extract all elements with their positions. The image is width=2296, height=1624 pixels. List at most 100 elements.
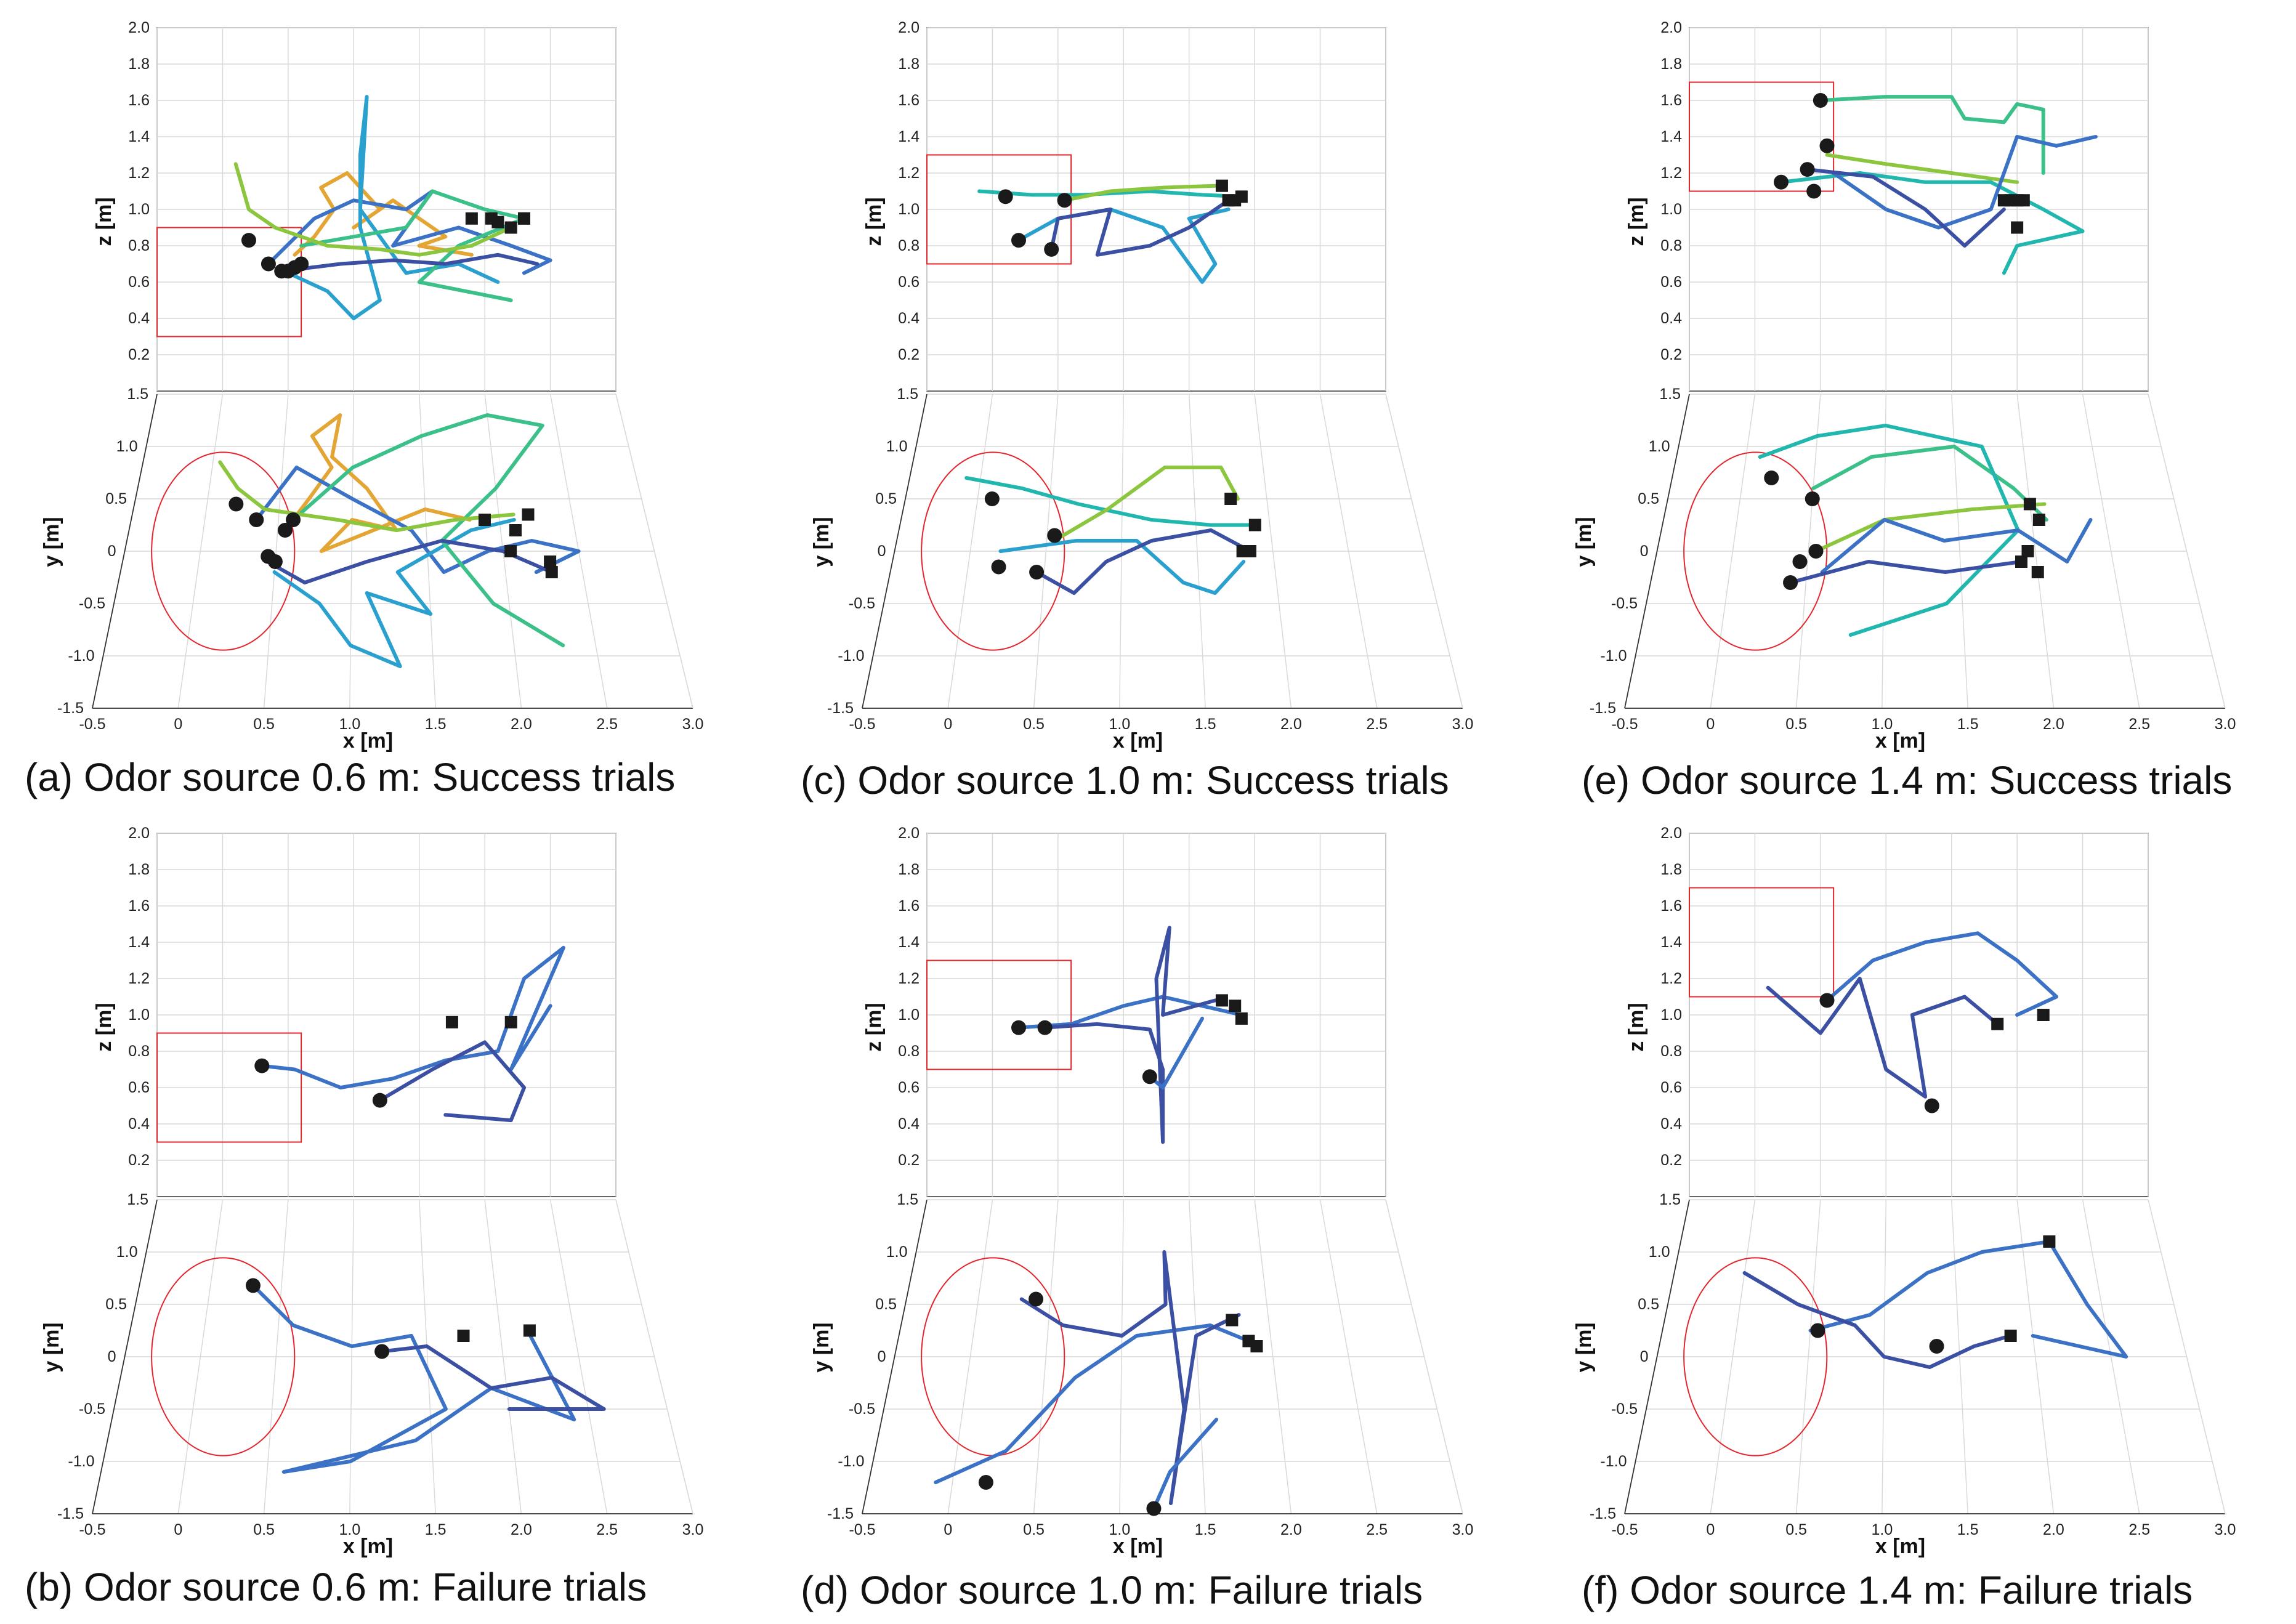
x-tick-label: 2.5 — [596, 1521, 618, 1538]
x-tick-label: -0.5 — [849, 1521, 875, 1538]
source-region-xy — [151, 1257, 296, 1456]
z-tick-label: 2.0 — [1660, 825, 1682, 842]
trajectory-xy — [998, 539, 1246, 595]
start-marker-xy — [245, 1278, 261, 1293]
source-region-xz — [926, 959, 1072, 1070]
start-marker-xy — [1146, 1501, 1162, 1516]
z-axis-label: z [m] — [1625, 1003, 1648, 1051]
z-tick-label: 1.2 — [1660, 970, 1682, 987]
source-region-xz — [156, 227, 302, 337]
trajectory-xz — [1825, 153, 2019, 184]
y-tick-label: 1.5 — [897, 1191, 918, 1208]
xz-projection: 0.2 0.4 0.6 0.8 1.0 1.2 1.4 1.6 1.8 2.0 z [m] — [1625, 19, 2149, 392]
start-marker-xz — [274, 264, 289, 279]
end-marker-xy — [1226, 1314, 1239, 1327]
start-marker-xz — [1819, 138, 1835, 153]
markers — [245, 1016, 536, 1359]
x-tick-label: 0.5 — [1023, 716, 1045, 733]
z-tick-label: 1.4 — [898, 128, 920, 145]
start-marker-xy — [1783, 575, 1798, 590]
end-marker-xy — [1250, 1340, 1263, 1352]
start-marker-xy — [991, 559, 1006, 575]
source-region-xy — [921, 451, 1065, 651]
xz-projection: 0.2 0.4 0.6 0.8 1.0 1.2 1.4 1.6 1.8 2.0 z [m] — [92, 825, 616, 1197]
start-marker-xy — [1029, 1291, 1044, 1307]
x-tick-label: 1.0 — [339, 1521, 360, 1538]
trajectory-xy — [1742, 1271, 2013, 1369]
z-tick-label: 1.0 — [1660, 201, 1682, 218]
y-tick-label: -1.5 — [827, 700, 854, 717]
trajectory-xy — [251, 1283, 576, 1474]
x-tick-label: 3.0 — [1452, 716, 1474, 733]
end-marker-xy — [2031, 566, 2044, 578]
start-marker-xy — [374, 1344, 390, 1359]
end-marker-xy — [1243, 545, 1256, 557]
x-axis-label: x [m] — [1875, 1535, 1925, 1558]
z-tick-label: 1.8 — [1660, 55, 1682, 73]
x-tick-label: 2.0 — [1280, 1521, 1302, 1538]
source-region-xy — [1683, 451, 1828, 651]
z-tick-label: 2.0 — [898, 825, 920, 842]
y-tick-label: 1.5 — [127, 386, 148, 403]
start-marker-xy — [1764, 471, 1779, 485]
z-tick-label: 2.0 — [128, 19, 150, 36]
z-tick-label: 1.0 — [1660, 1006, 1682, 1024]
z-axis-label: z [m] — [1625, 197, 1648, 246]
x-tick-label: 0.5 — [1023, 1521, 1045, 1538]
x-tick-label: 1.0 — [339, 716, 360, 733]
y-tick-label: -1.5 — [57, 1505, 84, 1522]
start-marker-xz — [1037, 1020, 1053, 1035]
trajectory-xy — [291, 413, 565, 647]
y-tick-label: 1.0 — [1649, 1243, 1670, 1261]
x-tick-label: -0.5 — [1611, 716, 1638, 733]
trajectories — [251, 945, 606, 1474]
z-tick-label: 0.2 — [1660, 346, 1682, 363]
start-marker-xy — [286, 512, 301, 527]
trajectories — [1758, 95, 2098, 637]
xy-right-edge — [2148, 394, 2226, 709]
x-tick-label: 0 — [174, 716, 182, 733]
z-axis-label: z [m] — [92, 197, 116, 246]
x-tick-label: 2.5 — [1366, 1521, 1388, 1538]
z-tick-label: 1.8 — [128, 55, 150, 73]
caption-e: (e) Odor source 1.4 m: Success trials — [1582, 758, 2233, 802]
z-tick-label: 0.6 — [128, 273, 150, 291]
end-marker-xy — [2043, 1235, 2056, 1248]
trajectory-xz — [1825, 931, 2058, 1017]
x-tick-label: 2.5 — [596, 716, 618, 733]
end-marker-xy — [1248, 519, 1261, 531]
x-tick-label: 0 — [174, 1521, 182, 1538]
start-marker-xy — [1792, 554, 1808, 569]
start-marker-xz — [241, 233, 256, 248]
x-tick-label: 1.5 — [1195, 716, 1216, 733]
trajectories — [934, 926, 1251, 1511]
x-tick-label: 3.0 — [2215, 716, 2236, 733]
x-tick-label: 2.0 — [511, 716, 532, 733]
x-axis-label: x [m] — [343, 1535, 393, 1558]
x-tick-label: 1.0 — [1871, 716, 1893, 733]
z-tick-label: 0.2 — [128, 346, 150, 363]
y-tick-label: 0 — [108, 543, 116, 560]
start-marker-xz — [998, 189, 1013, 204]
z-tick-label: 1.0 — [128, 201, 150, 218]
y-tick-label: 1.0 — [1649, 438, 1670, 455]
start-marker-xz — [1011, 233, 1026, 248]
start-marker-xz — [1924, 1098, 1939, 1113]
end-marker-xy — [2004, 1330, 2017, 1342]
trajectory-xz — [286, 95, 500, 320]
start-marker-xz — [1800, 162, 1815, 177]
xy-projection: -1.5 -1.0 -0.5 0 0.5 1.0 1.5 -0.5 0 0.5 1.0 1.5 2.0 2… — [40, 386, 703, 753]
x-tick-label: 0.5 — [253, 716, 275, 733]
y-axis-label: y [m] — [810, 1322, 833, 1372]
y-tick-label: -1.5 — [827, 1505, 854, 1522]
end-marker-xy — [2032, 514, 2045, 526]
y-tick-label: 0.5 — [105, 1296, 127, 1313]
z-tick-label: 1.6 — [898, 92, 920, 109]
start-marker-xy — [1808, 544, 1824, 559]
z-tick-label: 1.6 — [128, 92, 150, 109]
trajectory-xz — [378, 1040, 526, 1123]
start-marker-xz — [1819, 993, 1835, 1008]
start-marker-xy — [1929, 1339, 1944, 1354]
x-tick-label: 1.5 — [425, 716, 447, 733]
xz-projection: 0.2 0.4 0.6 0.8 1.0 1.2 1.4 1.6 1.8 2.0 z [m] — [92, 19, 616, 392]
